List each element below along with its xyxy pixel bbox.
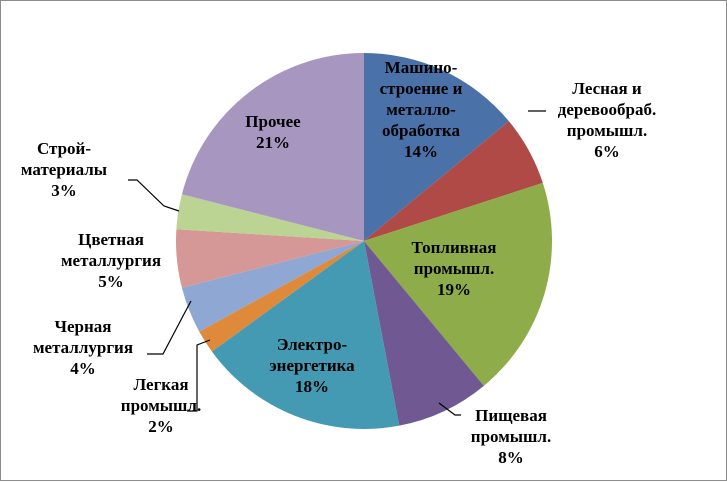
slice-label-line: 6% (594, 142, 620, 161)
slice-label-line: металлургия (61, 251, 161, 270)
slice-label-line: 4% (70, 359, 96, 378)
slice-label-line: 5% (98, 272, 124, 291)
leader-line-4 (438, 402, 461, 416)
slice-label-3: Топливная промышл. 19% (412, 238, 497, 299)
slice-label-line: Прочее (245, 112, 301, 131)
slice-label-line: строение и (380, 79, 463, 98)
slice-label-line: Машино- (385, 58, 458, 77)
slice-label-2: Лесная и деревообраб. промышл. 6% (558, 79, 656, 161)
pie-slice-1 (364, 53, 509, 241)
slice-label-line: промышл. (471, 427, 551, 446)
leader-line-9 (128, 179, 180, 212)
labels-layer: Машино-строение и металло-обработка 14% Лес… (21, 58, 656, 467)
pie-slice-10 (181, 53, 364, 241)
pie-slice-6 (199, 241, 364, 352)
pie-slice-7 (181, 241, 364, 332)
leader-line-7 (147, 300, 192, 355)
slice-label-line: 3% (51, 181, 77, 200)
slice-label-7: Черная металлургия 4% (33, 317, 133, 378)
slice-label-line: Лесная и (572, 79, 642, 98)
pie-slice-3 (364, 182, 553, 386)
slice-label-line: Строй- (37, 139, 91, 158)
slice-label-line: промышл. (567, 121, 647, 140)
slice-label-line: 21% (256, 133, 290, 152)
slice-label-6: Легкая промышл. 2% (121, 375, 201, 436)
slice-label-line: Легкая (133, 375, 188, 394)
slice-label-9: Строй-материалы 3% (21, 139, 107, 200)
slice-label-line: Черная (55, 317, 112, 336)
slices-layer (176, 53, 553, 430)
pie-slice-5 (211, 241, 400, 430)
slice-label-line: Цветная (78, 230, 144, 249)
slice-label-line: обработка (382, 121, 460, 140)
pie-slice-2 (364, 121, 543, 241)
slice-label-8: Цветная металлургия 5% (61, 230, 161, 291)
pie-slice-8 (176, 229, 364, 288)
slice-label-line: энергетика (269, 356, 355, 375)
leaders-layer (128, 110, 546, 416)
slice-label-line: 19% (437, 280, 471, 299)
slice-label-1: Машино-строение и металло-обработка 14% (380, 58, 463, 161)
slice-label-line: 2% (148, 417, 174, 436)
leader-line-6 (187, 339, 211, 412)
slice-label-line: промышл. (121, 396, 201, 415)
slice-label-4: Пищевая промышл. 8% (471, 406, 551, 467)
pie-slice-9 (176, 194, 364, 241)
slice-label-10: Прочее 21% (245, 112, 301, 152)
slice-label-line: металлургия (33, 338, 133, 357)
slice-label-line: Электро- (277, 335, 348, 354)
slice-label-line: 14% (404, 142, 438, 161)
slice-label-5: Электро-энергетика 18% (269, 335, 355, 396)
slice-label-line: материалы (21, 160, 107, 179)
slice-label-line: деревообраб. (558, 100, 656, 119)
slice-label-line: Пищевая (475, 406, 547, 425)
slice-label-line: 8% (498, 448, 524, 467)
slice-label-line: промышл. (414, 259, 494, 278)
slice-label-line: Топливная (412, 238, 497, 257)
slice-label-line: металло- (386, 100, 456, 119)
slice-label-line: 18% (295, 377, 329, 396)
pie-slice-4 (364, 241, 484, 426)
